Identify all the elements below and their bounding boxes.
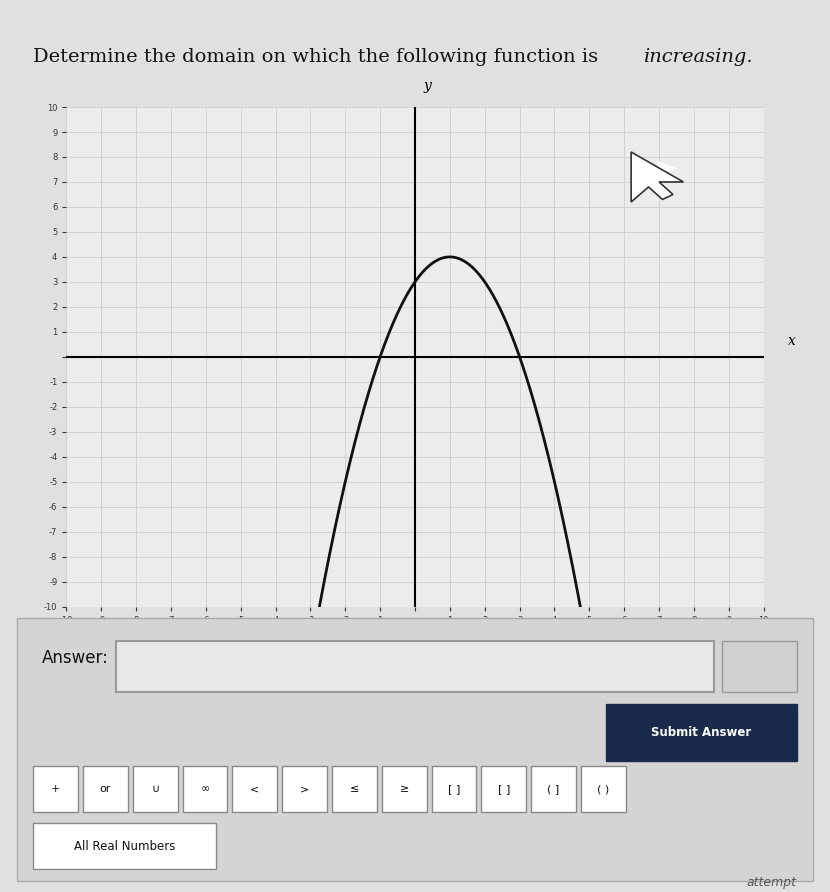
FancyBboxPatch shape xyxy=(531,766,576,812)
Text: [ ]: [ ] xyxy=(498,784,510,794)
Text: [ ]: [ ] xyxy=(448,784,460,794)
Text: Determine the domain on which the following function is: Determine the domain on which the follow… xyxy=(33,48,604,66)
FancyBboxPatch shape xyxy=(133,766,178,812)
Text: ∞: ∞ xyxy=(200,784,210,794)
FancyBboxPatch shape xyxy=(332,766,377,812)
FancyBboxPatch shape xyxy=(722,640,797,692)
Text: <: < xyxy=(250,784,260,794)
Text: Answer:: Answer: xyxy=(42,649,109,667)
FancyBboxPatch shape xyxy=(581,766,626,812)
FancyBboxPatch shape xyxy=(232,766,277,812)
Text: ∪: ∪ xyxy=(151,784,159,794)
FancyBboxPatch shape xyxy=(606,704,797,761)
FancyBboxPatch shape xyxy=(116,640,714,692)
Text: increasing.: increasing. xyxy=(643,48,753,66)
FancyBboxPatch shape xyxy=(183,766,227,812)
Text: attempt: attempt xyxy=(747,876,797,889)
FancyBboxPatch shape xyxy=(481,766,526,812)
Text: +: + xyxy=(51,784,61,794)
Text: All Real Numbers: All Real Numbers xyxy=(74,840,175,853)
FancyBboxPatch shape xyxy=(282,766,327,812)
Text: ≥: ≥ xyxy=(399,784,409,794)
FancyBboxPatch shape xyxy=(432,766,476,812)
Text: ( ): ( ) xyxy=(598,784,609,794)
FancyBboxPatch shape xyxy=(382,766,427,812)
FancyBboxPatch shape xyxy=(33,823,216,869)
Text: ➤: ➤ xyxy=(642,145,680,183)
Text: ≤: ≤ xyxy=(349,784,359,794)
Text: ( ]: ( ] xyxy=(548,784,559,794)
Text: or: or xyxy=(100,784,111,794)
PathPatch shape xyxy=(631,152,683,202)
FancyBboxPatch shape xyxy=(33,766,78,812)
FancyBboxPatch shape xyxy=(83,766,128,812)
Text: >: > xyxy=(300,784,310,794)
Text: x: x xyxy=(788,334,796,348)
Text: y: y xyxy=(423,78,432,93)
FancyBboxPatch shape xyxy=(17,618,813,880)
Text: Submit Answer: Submit Answer xyxy=(652,726,751,739)
